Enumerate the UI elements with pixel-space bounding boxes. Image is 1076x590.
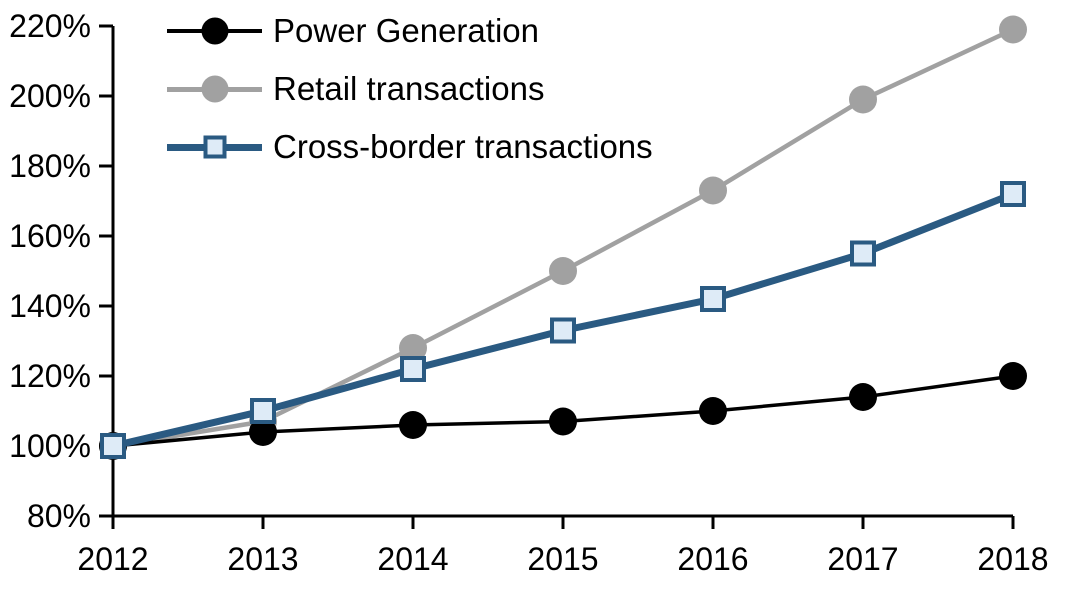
legend-entry-retail-transactions: Retail transactions: [167, 60, 653, 118]
data-point-marker: [549, 257, 577, 285]
series-cross-border-transactions: [100, 181, 1026, 459]
y-tick-label: 120%: [9, 358, 91, 394]
legend-label-power-generation: Power Generation: [273, 12, 539, 49]
y-tick-label: 80%: [27, 498, 91, 534]
x-tick-label: 2012: [77, 541, 148, 577]
legend-label-cross-border-transactions: Cross-border transactions: [273, 128, 653, 165]
data-point-marker: [250, 398, 276, 424]
data-point-marker: [100, 433, 126, 459]
data-point-marker: [550, 317, 576, 344]
series-lines: [99, 15, 1027, 460]
y-tick-label: 200%: [9, 78, 91, 114]
data-point-marker: [1000, 181, 1026, 207]
y-tick-label: 140%: [9, 288, 91, 324]
data-point-marker: [699, 176, 727, 205]
data-point-marker: [850, 240, 876, 267]
data-point-marker: [849, 85, 877, 114]
legend: Power Generation Retail transactions Cro…: [167, 2, 653, 176]
cross-border-line-marker-icon: [167, 132, 262, 162]
x-tick-label: 2018: [977, 541, 1048, 577]
data-point-marker: [399, 334, 427, 362]
x-tick-label: 2014: [377, 541, 448, 577]
data-point-marker: [999, 15, 1027, 44]
data-point-marker: [400, 356, 426, 382]
data-point-marker: [700, 286, 726, 312]
legend-label-retail-transactions: Retail transactions: [273, 70, 545, 107]
retail-transactions-line-marker-icon: [167, 74, 262, 104]
y-tick-label: 220%: [9, 8, 91, 44]
y-tick-label: 180%: [9, 148, 91, 184]
y-tick-label: 160%: [9, 218, 91, 254]
series-power-generation: [99, 362, 1027, 460]
y-tick-label: 100%: [9, 428, 91, 464]
x-tick-label: 2013: [227, 541, 298, 577]
data-point-marker: [849, 383, 877, 411]
data-point-marker: [699, 397, 727, 425]
legend-entry-power-generation: Power Generation: [167, 2, 653, 60]
data-point-marker: [249, 418, 277, 446]
x-axis-labels: 2012 2013 2014 2015 2016 2017 2018: [77, 541, 1048, 577]
x-tick-label: 2017: [827, 541, 898, 577]
data-point-marker: [549, 407, 577, 436]
data-point-marker: [399, 411, 427, 439]
legend-entry-cross-border-transactions: Cross-border transactions: [167, 118, 653, 176]
data-point-marker: [999, 362, 1027, 390]
x-tick-label: 2015: [527, 541, 598, 577]
x-tick-label: 2016: [677, 541, 748, 577]
power-generation-line-marker-icon: [167, 16, 262, 46]
y-axis-labels: 80% 100% 120% 140% 160% 180% 200% 220%: [9, 8, 91, 534]
